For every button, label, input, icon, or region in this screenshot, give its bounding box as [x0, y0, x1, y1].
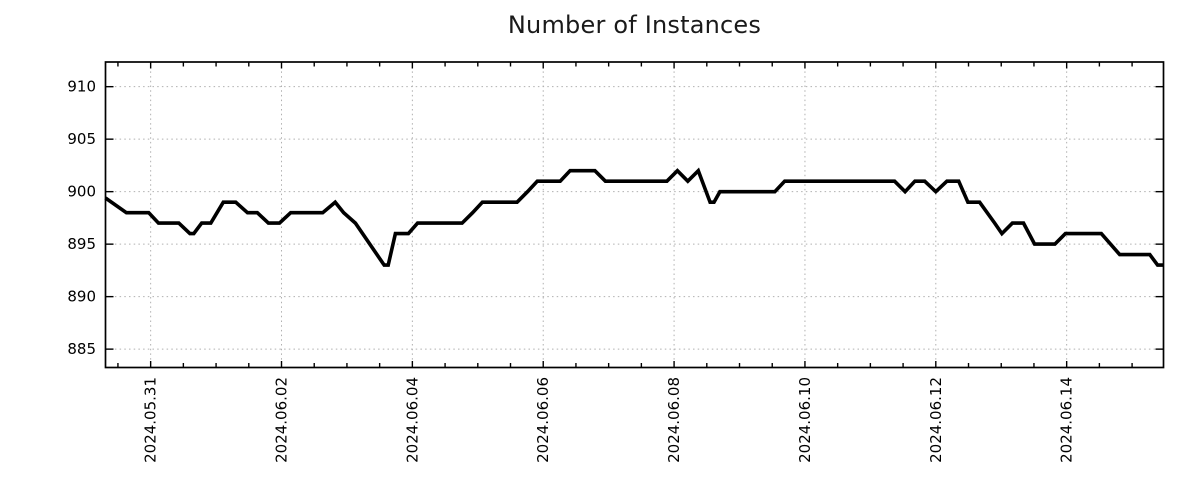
svg-text:2024.06.08: 2024.06.08	[665, 377, 683, 463]
svg-text:2024.06.04: 2024.06.04	[403, 377, 421, 463]
grid-lines	[105, 62, 1164, 368]
svg-text:2024.05.31: 2024.05.31	[142, 377, 160, 463]
svg-text:2024.06.14: 2024.06.14	[1058, 377, 1076, 463]
svg-text:2024.06.02: 2024.06.02	[273, 377, 291, 463]
svg-text:900: 900	[67, 183, 96, 201]
svg-text:2024.06.12: 2024.06.12	[927, 377, 945, 463]
chart-title: Number of Instances	[507, 11, 762, 39]
axis-ticks	[105, 62, 1164, 368]
svg-text:2024.06.10: 2024.06.10	[796, 377, 814, 463]
svg-text:2024.06.06: 2024.06.06	[534, 377, 552, 463]
svg-text:885: 885	[67, 340, 96, 358]
series-line-instances	[104, 167, 1164, 267]
x-axis-labels: 2024.05.31 2024.06.02 2024.06.04 2024.06.06…	[142, 377, 1076, 463]
svg-text:910: 910	[67, 78, 96, 96]
svg-text:905: 905	[67, 130, 96, 148]
svg-text:890: 890	[67, 288, 96, 306]
y-axis-labels: 885 890 895 900 905 910	[67, 78, 96, 358]
svg-text:895: 895	[67, 235, 96, 253]
plot-border	[104, 61, 1165, 369]
